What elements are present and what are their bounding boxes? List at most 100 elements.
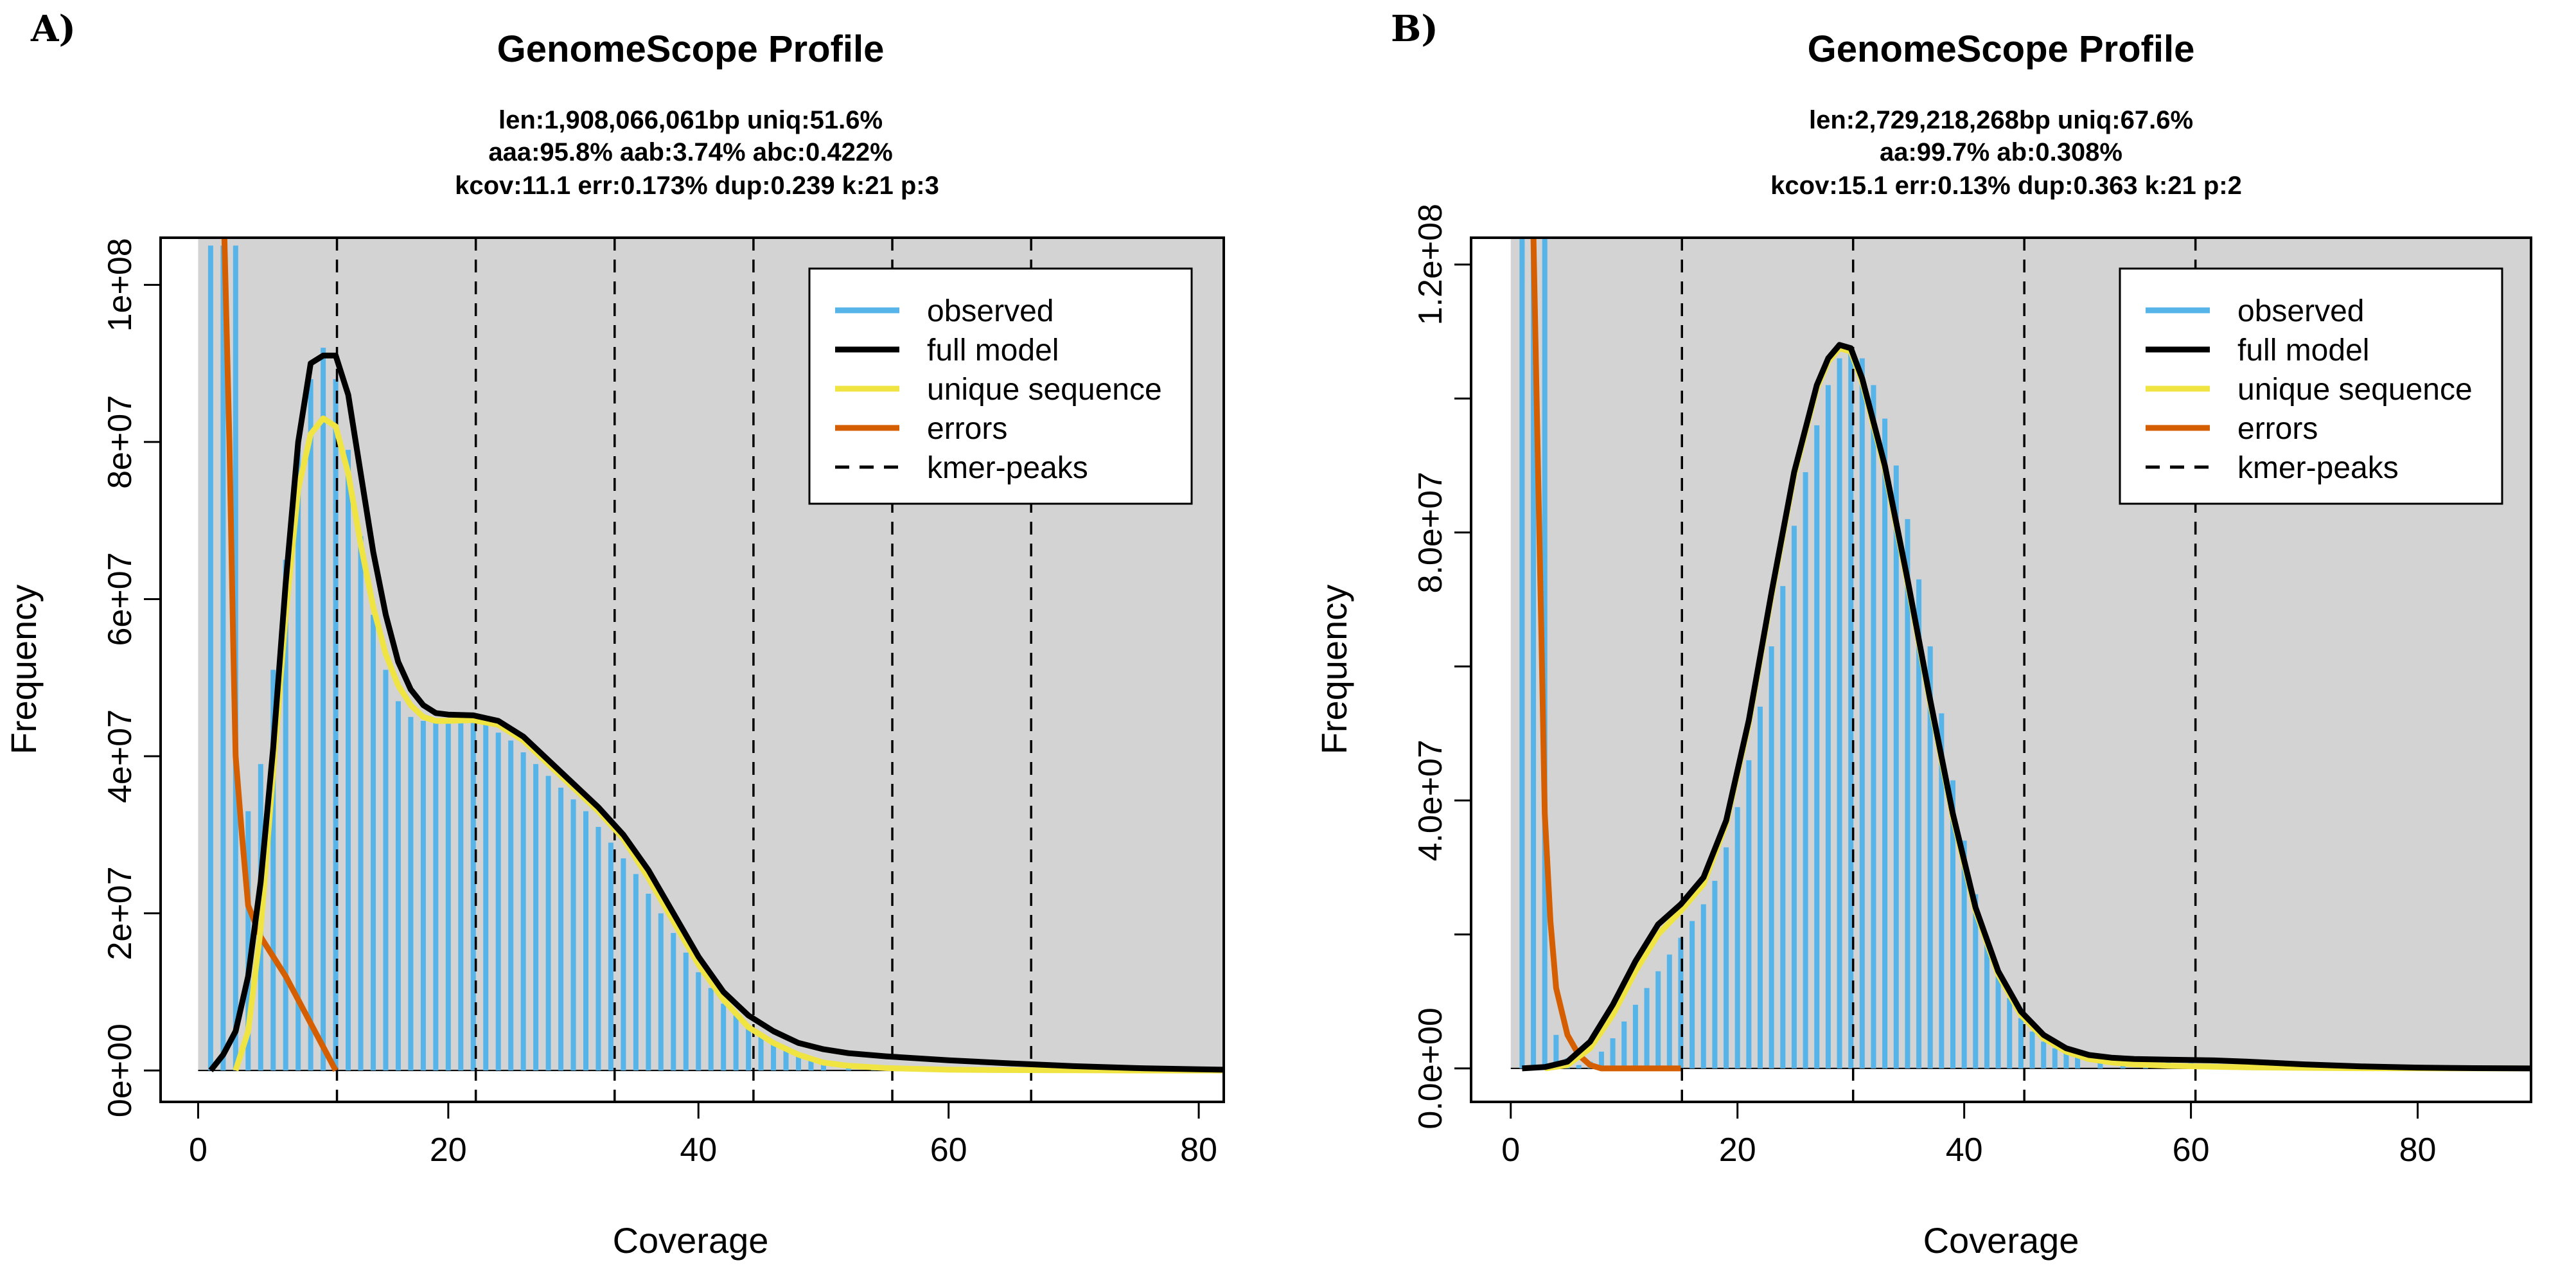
observed-bar <box>495 732 501 1071</box>
observed-bar <box>545 775 551 1071</box>
panel-a-y-axis: 0e+00 2e+07 4e+07 6e+07 8e+07 1e+08 <box>101 238 162 1117</box>
observed-bar <box>383 669 389 1071</box>
panel-a-x-axis: 0 20 40 60 80 <box>189 1101 1217 1169</box>
observed-bar <box>1871 385 1876 1068</box>
observed-bar <box>708 988 714 1071</box>
observed-bar <box>2075 1056 2081 1068</box>
observed-bar <box>646 893 651 1071</box>
observed-bar <box>1780 586 1786 1068</box>
observed-bar <box>220 245 226 1071</box>
observed-bar <box>1598 1051 1604 1068</box>
legend-kmer-peaks-label: kmer-peaks <box>2237 451 2399 485</box>
panel-a-y-label: Frequency <box>3 585 44 755</box>
panel-b-subtitle-2: aa:99.7% ab:0.308% <box>1880 138 2122 166</box>
panel-a-subtitle-2: aaa:95.8% aab:3.74% abc:0.422% <box>488 138 892 166</box>
observed-bar <box>1950 780 1955 1068</box>
observed-bar <box>1519 238 1525 1068</box>
observed-bar <box>683 952 689 1071</box>
observed-bar <box>1632 1004 1638 1068</box>
observed-bar <box>1621 1021 1627 1068</box>
observed-bar <box>1746 760 1752 1068</box>
observed-bar <box>796 1054 801 1071</box>
panel-a: A) GenomeScope Profile len:1,908,066,061… <box>3 8 1225 1261</box>
legend-observed-label: observed <box>2237 294 2364 328</box>
legend-full-model-label: full model <box>927 333 1059 368</box>
legend-kmer-peaks-label: kmer-peaks <box>927 451 1088 485</box>
observed-bar <box>1916 579 1922 1068</box>
observed-bar <box>608 842 613 1071</box>
observed-bar <box>2041 1041 2047 1068</box>
observed-bar <box>570 799 576 1071</box>
panel-b-y-axis: 0.0e+00 4.0e+07 8.0e+07 1.2e+08 <box>1412 204 1472 1130</box>
observed-bar <box>671 933 676 1071</box>
panel-a-subtitle-1: len:1,908,066,061bp uniq:51.6% <box>498 106 883 134</box>
y-tick-label: 6e+07 <box>101 552 139 646</box>
observed-bar <box>558 787 564 1071</box>
observed-bar <box>533 764 539 1071</box>
panel-b-errors-line <box>1530 237 1681 1072</box>
x-tick-label: 80 <box>1180 1131 1217 1169</box>
observed-bar <box>270 669 276 1071</box>
observed-bar <box>245 811 251 1071</box>
observed-bar <box>1814 425 1820 1068</box>
observed-bar <box>1553 1034 1559 1068</box>
observed-bar <box>1927 646 1933 1068</box>
observed-bar <box>408 716 414 1071</box>
observed-bar <box>2018 1018 2024 1068</box>
panel-a-x-label: Coverage <box>613 1220 769 1261</box>
observed-bar <box>346 450 351 1071</box>
observed-bar <box>1734 807 1740 1068</box>
panel-b-subtitle-3: kcov:15.1 err:0.13% dup:0.363 k:21 p:2 <box>1770 172 2242 200</box>
observed-bar <box>783 1050 789 1071</box>
y-tick-label: 0e+00 <box>101 1024 139 1117</box>
observed-bar <box>2063 1052 2069 1068</box>
panel-b-subtitle-1: len:2,729,218,268bp uniq:67.6% <box>1809 106 2193 134</box>
observed-bar <box>1610 1038 1616 1068</box>
x-tick-label: 20 <box>1719 1131 1756 1169</box>
observed-bar <box>808 1058 814 1071</box>
observed-bar <box>758 1036 764 1071</box>
observed-bar <box>1961 840 1967 1068</box>
observed-bar <box>2007 998 2013 1068</box>
observed-bar <box>1859 358 1865 1068</box>
observed-bar <box>621 858 626 1071</box>
observed-bar <box>1837 358 1842 1068</box>
x-tick-label: 80 <box>2399 1131 2437 1169</box>
panel-a-full-model-line <box>208 352 1224 1073</box>
observed-bar <box>1531 238 1537 1068</box>
observed-bar <box>1848 351 1854 1068</box>
y-tick-label: 1.2e+08 <box>1412 204 1449 325</box>
y-tick-label: 8e+07 <box>101 395 139 489</box>
observed-bar <box>733 1015 739 1071</box>
observed-bar <box>771 1044 777 1071</box>
observed-bar <box>1882 418 1888 1068</box>
observed-bar <box>2029 1031 2035 1068</box>
legend-unique-label: unique sequence <box>927 373 1162 407</box>
observed-bar <box>1678 937 1684 1068</box>
panel-b-title: GenomeScope Profile <box>1808 28 2195 70</box>
observed-bar <box>1724 847 1729 1068</box>
observed-bar <box>1825 385 1831 1068</box>
observed-bar <box>483 725 489 1071</box>
observed-bar <box>1803 472 1808 1068</box>
observed-bar <box>1576 1065 1582 1068</box>
observed-bar <box>470 720 476 1071</box>
observed-bar <box>1655 971 1661 1068</box>
observed-bar <box>1973 894 1979 1068</box>
observed-bar <box>358 536 364 1071</box>
y-tick-label: 8.0e+07 <box>1412 472 1449 593</box>
observed-bar <box>1700 904 1706 1068</box>
legend-errors-label: errors <box>2237 412 2318 446</box>
observed-bar <box>1791 526 1797 1068</box>
observed-bar <box>308 379 313 1071</box>
observed-bar <box>1995 971 2001 1068</box>
x-tick-label: 40 <box>1946 1131 1983 1169</box>
observed-bar <box>633 874 639 1071</box>
observed-bar <box>395 701 401 1071</box>
observed-bar <box>445 723 451 1071</box>
observed-bar <box>207 245 213 1071</box>
observed-bar <box>746 1027 752 1071</box>
observed-bar <box>296 450 301 1071</box>
legend-errors-label: errors <box>927 412 1007 446</box>
